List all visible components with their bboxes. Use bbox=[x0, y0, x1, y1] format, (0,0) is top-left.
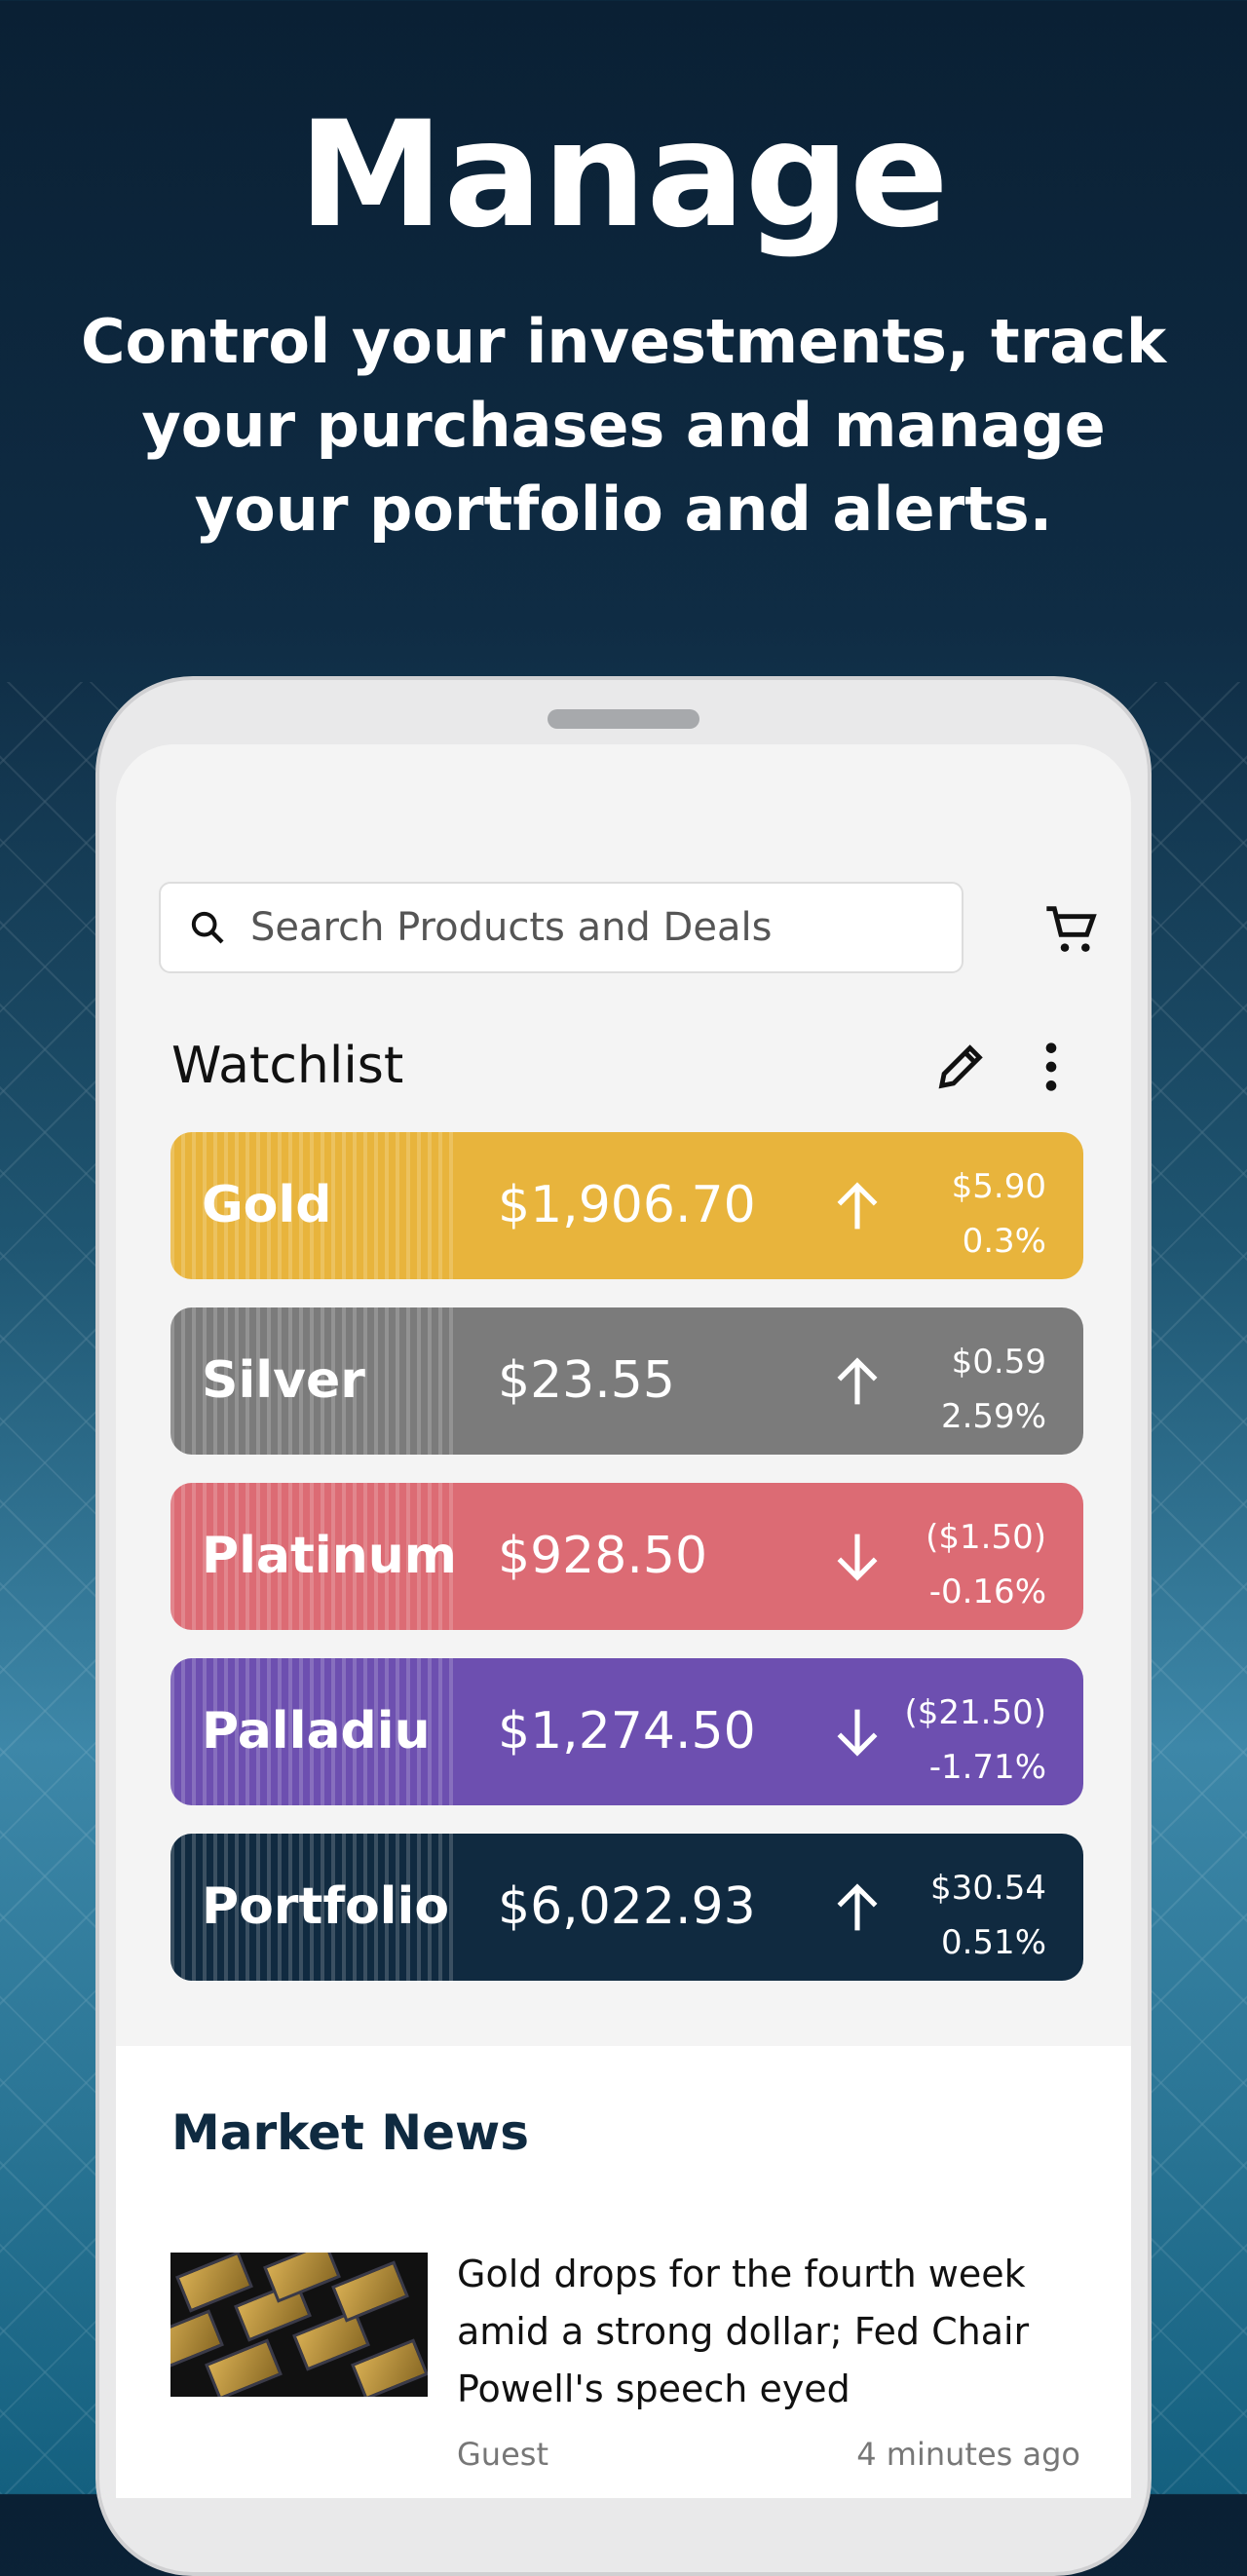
change-percent: -1.71% bbox=[928, 1748, 1046, 1787]
price-change: ($21.50) -1.71% bbox=[905, 1686, 1047, 1795]
news-time: 4 minutes ago bbox=[856, 2436, 1080, 2473]
arrow-up-icon bbox=[837, 1883, 878, 1931]
price-change: $30.54 0.51% bbox=[930, 1861, 1046, 1970]
subtitle-line: Control your investments, track bbox=[80, 306, 1167, 377]
search-icon bbox=[191, 911, 224, 944]
change-amount: $5.90 bbox=[951, 1167, 1046, 1206]
metal-name: Silver bbox=[202, 1351, 365, 1410]
metal-price: $928.50 bbox=[498, 1527, 708, 1585]
watchlist-card-silver[interactable]: Silver $23.55 $0.59 2.59% bbox=[170, 1307, 1083, 1455]
search-input[interactable]: Search Products and Deals bbox=[159, 882, 964, 973]
sparkline-stripes bbox=[170, 1834, 458, 1981]
arrow-down-icon bbox=[837, 1709, 878, 1757]
hero-title: Manage bbox=[298, 91, 949, 260]
change-percent: -0.16% bbox=[928, 1572, 1046, 1611]
sparkline-stripes bbox=[170, 1132, 458, 1279]
metal-price: $1,906.70 bbox=[498, 1176, 756, 1234]
news-headline[interactable]: Gold drops for the fourth week amid a st… bbox=[457, 2253, 1030, 2410]
change-amount: $0.59 bbox=[951, 1343, 1046, 1382]
watchlist-card-portfolio[interactable]: Portfolio $6,022.93 $30.54 0.51% bbox=[170, 1834, 1083, 1981]
change-percent: 0.3% bbox=[962, 1222, 1046, 1261]
search-placeholder: Search Products and Deals bbox=[250, 905, 773, 950]
phone-speaker bbox=[548, 709, 699, 729]
cart-icon[interactable] bbox=[1041, 898, 1104, 961]
change-percent: 0.51% bbox=[940, 1923, 1046, 1962]
metal-name: Palladiu bbox=[202, 1702, 431, 1761]
price-change: ($1.50) -0.16% bbox=[926, 1510, 1046, 1619]
watchlist-card-platinum[interactable]: Platinum $928.50 ($1.50) -0.16% bbox=[170, 1483, 1083, 1630]
metal-name: Gold bbox=[202, 1176, 332, 1234]
sparkline-stripes bbox=[170, 1483, 458, 1630]
subtitle-line: your portfolio and alerts. bbox=[194, 474, 1053, 545]
watchlist-title: Watchlist bbox=[171, 1037, 404, 1095]
market-news-title: Market News bbox=[171, 2104, 529, 2161]
sparkline-stripes bbox=[170, 1307, 458, 1455]
price-change: $0.59 2.59% bbox=[941, 1335, 1046, 1444]
app-screen: Search Products and Deals Watchlist Gold… bbox=[116, 744, 1131, 2498]
market-news-section: Market News Gold drops for the fourth we… bbox=[116, 2046, 1131, 2498]
hero-subtitle: Control your investments, track your pur… bbox=[0, 300, 1247, 551]
sparkline-stripes bbox=[170, 1658, 458, 1805]
metal-name: Platinum bbox=[202, 1527, 457, 1585]
change-percent: 2.59% bbox=[940, 1397, 1046, 1436]
watchlist-card-gold[interactable]: Gold $1,906.70 $5.90 0.3% bbox=[170, 1132, 1083, 1279]
metal-name: Portfolio bbox=[202, 1877, 450, 1936]
price-change: $5.90 0.3% bbox=[952, 1159, 1046, 1269]
news-thumbnail[interactable] bbox=[170, 2253, 428, 2397]
change-amount: $30.54 bbox=[930, 1869, 1046, 1908]
subtitle-line: your purchases and manage bbox=[141, 390, 1106, 461]
watchlist-card-palladiu[interactable]: Palladiu $1,274.50 ($21.50) -1.71% bbox=[170, 1658, 1083, 1805]
metal-price: $1,274.50 bbox=[498, 1702, 756, 1761]
change-amount: ($1.50) bbox=[926, 1518, 1046, 1557]
metal-price: $23.55 bbox=[498, 1351, 675, 1410]
pencil-icon[interactable] bbox=[932, 1039, 989, 1095]
arrow-up-icon bbox=[837, 1357, 878, 1405]
arrow-down-icon bbox=[837, 1534, 878, 1581]
more-vertical-icon[interactable] bbox=[1037, 1039, 1066, 1095]
news-author: Guest bbox=[457, 2436, 548, 2473]
metal-price: $6,022.93 bbox=[498, 1877, 756, 1936]
arrow-up-icon bbox=[837, 1182, 878, 1230]
change-amount: ($21.50) bbox=[904, 1693, 1047, 1732]
